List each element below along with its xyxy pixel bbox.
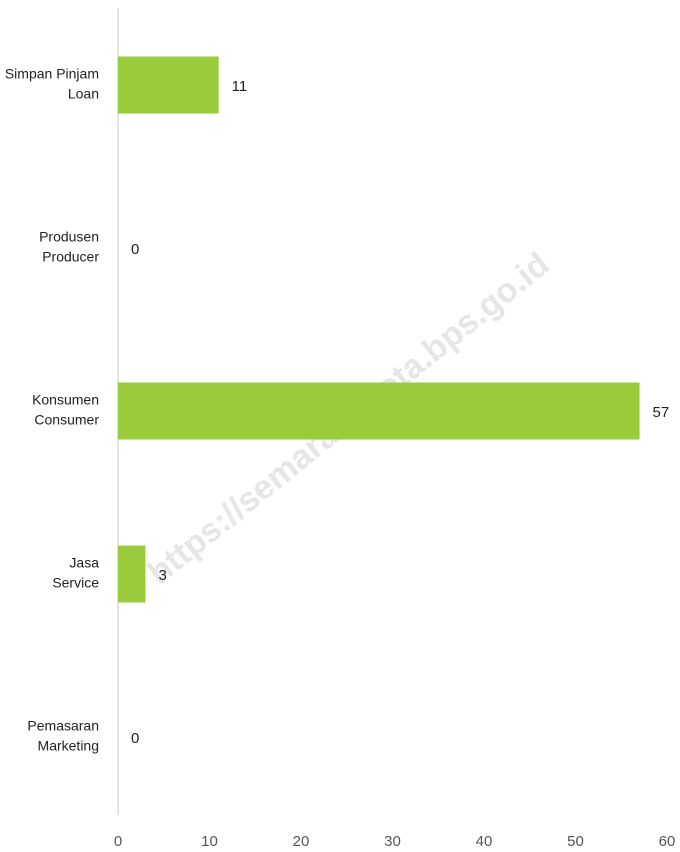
data-label: 0 [131,730,139,747]
y-tick-label: Consumer [34,412,99,428]
y-tick-label: Jasa [69,555,99,571]
x-tick-label: 60 [659,833,676,850]
y-tick-label: Producer [42,249,99,265]
y-tick-label: Simpan Pinjam [5,66,99,82]
y-tick-label: Pemasaran [27,718,99,734]
y-tick-label: Loan [68,86,99,102]
y-tick-label: Marketing [38,738,99,754]
data-label: 57 [653,404,670,421]
x-tick-label: 50 [567,833,584,850]
y-tick-label: Produsen [39,229,99,245]
bar [118,382,640,440]
x-tick-label: 30 [384,833,401,850]
data-label: 11 [232,78,248,95]
data-label: 0 [131,241,139,258]
bar [118,56,219,114]
x-tick-label: 40 [476,833,493,850]
x-tick-label: 0 [114,833,122,850]
y-tick-label: Service [52,575,99,591]
x-tick-label: 10 [201,833,218,850]
bar [118,545,146,603]
y-tick-label: Konsumen [32,392,99,408]
data-label: 3 [158,567,166,584]
x-tick-label: 20 [293,833,310,850]
